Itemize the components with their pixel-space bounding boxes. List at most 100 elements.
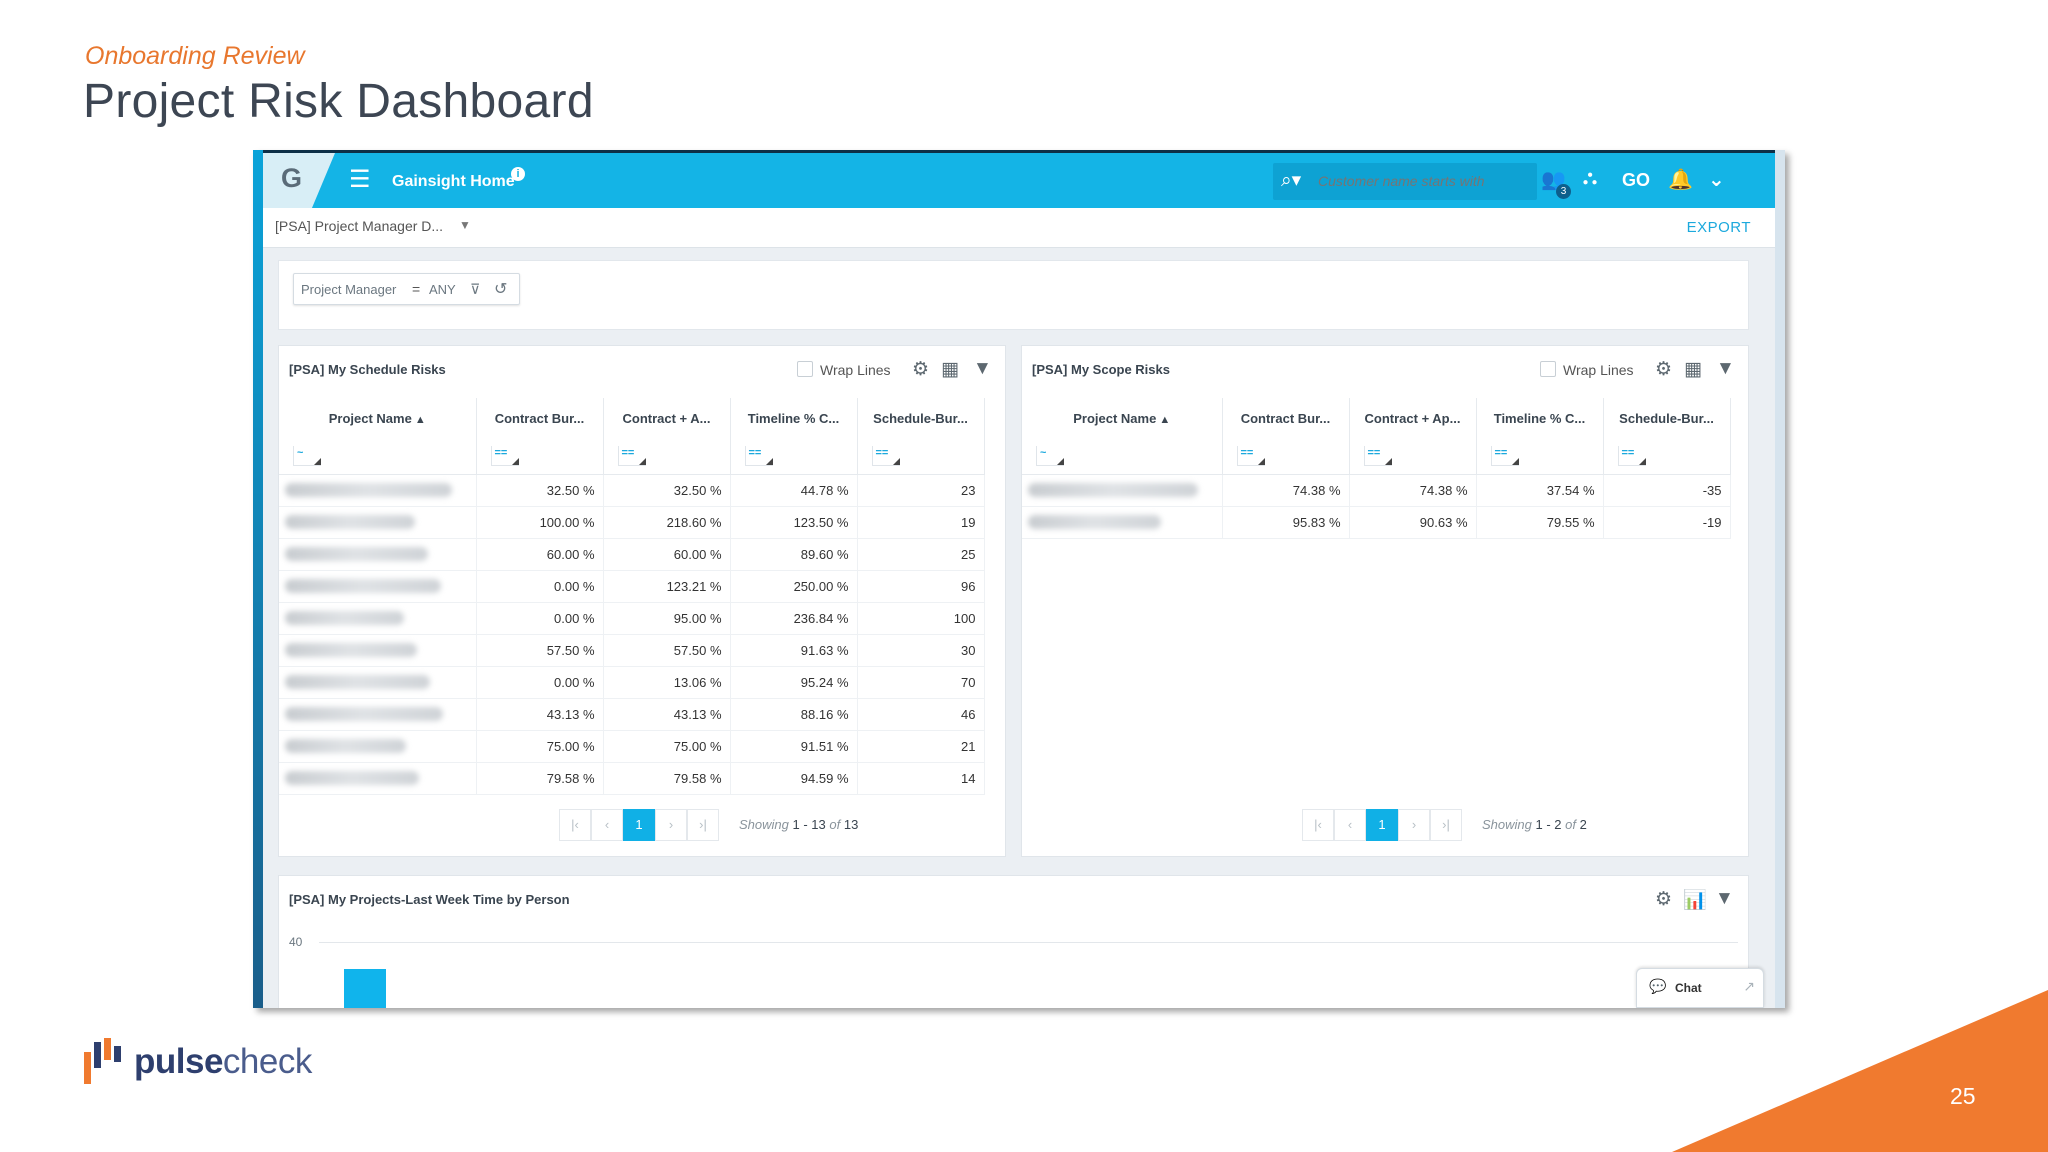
project-name-cell[interactable] bbox=[279, 730, 477, 763]
table-row[interactable]: 60.00 % 60.00 % 89.60 % 25 bbox=[279, 538, 985, 571]
hamburger-icon[interactable]: ☰ bbox=[349, 166, 371, 193]
page-number-button[interactable]: 1 bbox=[623, 809, 655, 841]
prev-page-button[interactable]: ‹ bbox=[1334, 809, 1366, 841]
column-filter-input[interactable]: == bbox=[1490, 446, 1519, 466]
column-header-project-name[interactable]: Project Name ▲ bbox=[279, 398, 477, 438]
column-filter-input[interactable]: == bbox=[744, 446, 773, 466]
column-filter-cell: == bbox=[1476, 438, 1604, 475]
column-header[interactable]: Contract Bur... bbox=[476, 398, 604, 438]
wrap-lines-checkbox[interactable] bbox=[797, 361, 813, 377]
column-header[interactable]: Contract Bur... bbox=[1222, 398, 1350, 438]
project-name-cell[interactable] bbox=[279, 538, 477, 571]
dashboard-selector[interactable]: [PSA] Project Manager D... bbox=[275, 218, 444, 234]
pulsecheck-mark-icon bbox=[84, 1038, 121, 1084]
hierarchy-icon[interactable]: ⛬ bbox=[1583, 167, 1597, 189]
filter-value[interactable]: ANY bbox=[429, 282, 456, 297]
table-cell: 75.00 % bbox=[603, 730, 731, 763]
scope-pagination: |‹ ‹ 1 › ›| Showing 1 - 2 of 2 bbox=[1302, 809, 1702, 841]
column-filter-input[interactable]: == bbox=[1617, 446, 1646, 466]
table-row[interactable]: 0.00 % 123.21 % 250.00 % 96 bbox=[279, 570, 985, 603]
gear-icon[interactable]: ⚙ bbox=[1655, 359, 1673, 380]
gear-icon[interactable]: ⚙ bbox=[912, 359, 930, 380]
wrap-lines-label: Wrap Lines bbox=[820, 362, 891, 378]
sort-ascending-icon[interactable]: ▲ bbox=[1156, 413, 1171, 426]
bell-icon[interactable]: 🔔 bbox=[1668, 169, 1693, 191]
last-page-button[interactable]: ›| bbox=[1430, 809, 1462, 841]
home-title[interactable]: Gainsight Home bbox=[392, 173, 515, 190]
table-row[interactable]: 100.00 % 218.60 % 123.50 % 19 bbox=[279, 506, 985, 539]
column-filter-cell: == bbox=[1222, 438, 1350, 475]
chat-bubble-icon: 💬 bbox=[1649, 978, 1667, 994]
customer-search[interactable]: ⌕▾ bbox=[1273, 163, 1537, 200]
table-row[interactable]: 95.83 % 90.63 % 79.55 % -19 bbox=[1022, 506, 1731, 539]
column-header[interactable]: Contract + Ap... bbox=[1349, 398, 1477, 438]
filter-icon[interactable]: ▼ bbox=[1715, 888, 1734, 909]
export-button[interactable]: EXPORT bbox=[1686, 219, 1751, 236]
bar-chart-icon[interactable]: 📊 bbox=[1683, 890, 1707, 911]
project-name-cell[interactable] bbox=[1022, 474, 1223, 507]
sort-ascending-icon[interactable]: ▲ bbox=[411, 413, 426, 426]
project-manager-filter[interactable]: Project Manager = ANY ⊽ ↺ bbox=[293, 273, 520, 305]
table-row[interactable]: 32.50 % 32.50 % 44.78 % 23 bbox=[279, 474, 985, 507]
expand-icon[interactable]: ↗ bbox=[1743, 978, 1755, 994]
wrap-lines-checkbox[interactable] bbox=[1540, 361, 1556, 377]
column-filter-input[interactable]: ~ bbox=[1036, 446, 1064, 466]
project-name-cell[interactable] bbox=[279, 602, 477, 635]
column-header-project-name[interactable]: Project Name ▲ bbox=[1022, 398, 1223, 438]
gear-icon[interactable]: ⚙ bbox=[1655, 889, 1673, 910]
app-logo[interactable]: G bbox=[263, 153, 335, 208]
go-button[interactable]: GO bbox=[1622, 170, 1651, 190]
last-page-button[interactable]: ›| bbox=[687, 809, 719, 841]
column-filter-input[interactable]: == bbox=[490, 446, 519, 466]
customer-search-input[interactable] bbox=[1318, 173, 1528, 189]
project-name-cell[interactable] bbox=[279, 762, 477, 795]
chevron-double-down-icon[interactable]: ⌄ bbox=[1708, 169, 1725, 191]
page-number-button[interactable]: 1 bbox=[1366, 809, 1398, 841]
project-name-cell[interactable] bbox=[279, 698, 477, 731]
filter-icon[interactable]: ▼ bbox=[973, 358, 992, 379]
project-name-cell[interactable] bbox=[279, 506, 477, 539]
chat-button[interactable]: 💬 Chat ↗ bbox=[1636, 968, 1764, 1008]
chart-bar[interactable] bbox=[344, 969, 386, 1008]
table-row[interactable]: 57.50 % 57.50 % 91.63 % 30 bbox=[279, 634, 985, 667]
chevron-down-icon[interactable]: ▼ bbox=[459, 218, 471, 232]
info-icon[interactable]: i bbox=[511, 167, 525, 181]
filter-panel: Project Manager = ANY ⊽ ↺ bbox=[278, 260, 1749, 330]
table-cell: 43.13 % bbox=[476, 698, 604, 731]
project-name-cell[interactable] bbox=[1022, 506, 1223, 539]
table-icon[interactable]: ▦ bbox=[1684, 359, 1702, 380]
column-filter-input[interactable]: ~ bbox=[293, 446, 321, 466]
gridline bbox=[319, 942, 1738, 943]
table-row[interactable]: 0.00 % 13.06 % 95.24 % 70 bbox=[279, 666, 985, 699]
clear-filter-icon[interactable]: ⊽ bbox=[470, 281, 481, 297]
table-row[interactable]: 0.00 % 95.00 % 236.84 % 100 bbox=[279, 602, 985, 635]
column-header[interactable]: Timeline % C... bbox=[730, 398, 858, 438]
reset-icon[interactable]: ↺ bbox=[494, 281, 508, 298]
column-filter-input[interactable]: == bbox=[871, 446, 900, 466]
first-page-button[interactable]: |‹ bbox=[559, 809, 591, 841]
column-header[interactable]: Contract + A... bbox=[603, 398, 731, 438]
project-name-cell[interactable] bbox=[279, 570, 477, 603]
table-row[interactable]: 43.13 % 43.13 % 88.16 % 46 bbox=[279, 698, 985, 731]
project-name-cell[interactable] bbox=[279, 474, 477, 507]
table-icon[interactable]: ▦ bbox=[941, 359, 959, 380]
next-page-button[interactable]: › bbox=[655, 809, 687, 841]
widget-title: [PSA] My Projects-Last Week Time by Pers… bbox=[289, 892, 570, 907]
project-name-cell[interactable] bbox=[279, 634, 477, 667]
table-row[interactable]: 79.58 % 79.58 % 94.59 % 14 bbox=[279, 762, 985, 795]
table-row[interactable]: 74.38 % 74.38 % 37.54 % -35 bbox=[1022, 474, 1731, 507]
column-filter-input[interactable]: == bbox=[1236, 446, 1265, 466]
column-filter-input[interactable]: == bbox=[617, 446, 646, 466]
project-name-cell[interactable] bbox=[279, 666, 477, 699]
next-page-button[interactable]: › bbox=[1398, 809, 1430, 841]
dashboard-bar: [PSA] Project Manager D... ▼ EXPORT bbox=[263, 208, 1775, 248]
filter-icon[interactable]: ▼ bbox=[1716, 358, 1735, 379]
column-header[interactable]: Schedule-Bur... bbox=[1603, 398, 1731, 438]
prev-page-button[interactable]: ‹ bbox=[591, 809, 623, 841]
column-header[interactable]: Timeline % C... bbox=[1476, 398, 1604, 438]
column-header[interactable]: Schedule-Bur... bbox=[857, 398, 985, 438]
table-row[interactable]: 75.00 % 75.00 % 91.51 % 21 bbox=[279, 730, 985, 763]
column-filter-input[interactable]: == bbox=[1363, 446, 1392, 466]
search-icon[interactable]: ⌕▾ bbox=[1281, 170, 1302, 191]
first-page-button[interactable]: |‹ bbox=[1302, 809, 1334, 841]
